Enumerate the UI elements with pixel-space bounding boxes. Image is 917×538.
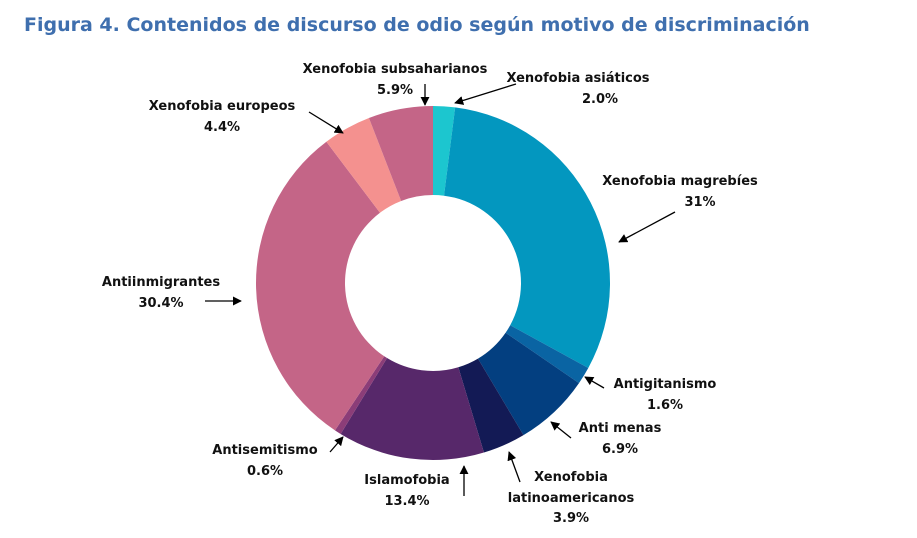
leader-arrow-antisemitismo (329, 436, 344, 453)
leader-arrow-xenofobia-europeos (308, 111, 344, 134)
slice-label-xenofobia-latinoamericanos: Xenofobia latinoamericanos (508, 470, 635, 506)
slice-label-xenofobia-magrebies: Xenofobia magrebíes (602, 174, 758, 189)
slice-xenofobia-europeos (326, 117, 402, 213)
slice-anti-menas (477, 332, 579, 436)
slice-xenofobia-subsaharianos (368, 106, 433, 201)
slice-value-xenofobia-magrebies: 31% (684, 195, 715, 210)
donut-slices (255, 106, 611, 460)
leader-arrows (205, 83, 676, 496)
slice-label-antisemitismo: Antisemitismo (212, 443, 317, 458)
slice-label-antigitanismo: Antigitanismo (614, 377, 717, 392)
slice-value-anti-menas: 6.9% (602, 442, 638, 457)
slice-antiinmigrantes (255, 141, 385, 431)
slice-label-xenofobia-subsaharianos: Xenofobia subsaharianos (303, 62, 488, 77)
slice-antigitanismo (505, 325, 589, 384)
slice-label-anti-menas: Anti menas (579, 421, 662, 436)
slice-value-antisemitismo: 0.6% (247, 464, 283, 479)
slice-label-antiinmigrantes: Antiinmigrantes (102, 275, 220, 290)
slice-value-antigitanismo: 1.6% (647, 398, 683, 413)
slice-label-xenofobia-asiaticos: Xenofobia asiáticos (506, 71, 649, 86)
leader-arrow-xenofobia-latinoamericanos (507, 451, 521, 483)
slice-value-xenofobia-europeos: 4.4% (204, 120, 240, 135)
slice-value-xenofobia-asiaticos: 2.0% (582, 92, 618, 107)
slice-label-xenofobia-europeos: Xenofobia europeos (149, 99, 296, 114)
leader-arrow-xenofobia-magrebies (618, 211, 676, 243)
slice-value-antiinmigrantes: 30.4% (138, 296, 183, 311)
slice-value-xenofobia-subsaharianos: 5.9% (377, 83, 413, 98)
leader-arrow-antigitanismo (584, 376, 605, 389)
slice-xenofobia-latinoamericanos (458, 358, 524, 453)
slice-xenofobia-magrebies (444, 107, 611, 368)
chart-title: Figura 4. Contenidos de discurso de odio… (24, 14, 810, 36)
slice-value-islamofobia: 13.4% (384, 494, 429, 509)
slice-islamofobia (340, 358, 484, 460)
slice-xenofobia-asiaticos (433, 106, 456, 196)
leader-arrow-anti-menas (550, 421, 572, 439)
slice-labels: Xenofobia asiáticos 2.0% Xenofobia magrebí… (102, 62, 758, 526)
slice-label-islamofobia: Islamofobia (364, 473, 449, 488)
leader-arrow-xenofobia-asiaticos (454, 83, 517, 105)
slice-antisemitismo (334, 356, 388, 434)
slice-value-xenofobia-latinoamericanos: 3.9% (553, 511, 589, 526)
